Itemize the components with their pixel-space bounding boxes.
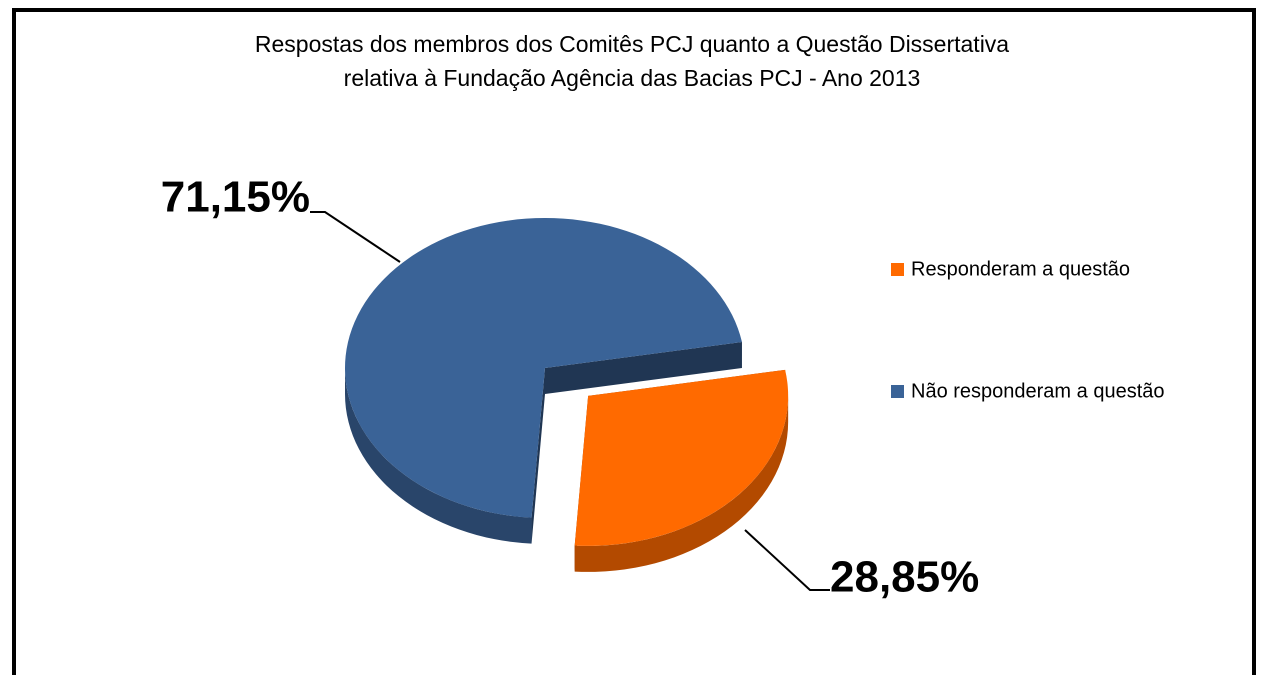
slice-face bbox=[531, 368, 545, 544]
legend-swatch bbox=[891, 385, 904, 398]
slice-side bbox=[345, 368, 532, 544]
legend-label: Não responderam a questão bbox=[911, 380, 1165, 402]
slice-side bbox=[574, 395, 789, 572]
slice-face bbox=[545, 341, 742, 394]
leader-line bbox=[744, 529, 830, 591]
value-label: 28,85% bbox=[830, 553, 979, 602]
slice bbox=[574, 369, 789, 546]
chart-title: Respostas dos membros dos Comitês PCJ qu… bbox=[255, 31, 1009, 57]
value-label: 71,15% bbox=[161, 173, 310, 222]
slice bbox=[345, 218, 742, 518]
legend-swatch bbox=[891, 263, 904, 276]
chart-border bbox=[12, 8, 1256, 675]
legend-label: Responderam a questão bbox=[911, 258, 1130, 280]
chart-title: relativa à Fundação Agência das Bacias P… bbox=[344, 65, 921, 91]
leader-line bbox=[310, 211, 401, 263]
